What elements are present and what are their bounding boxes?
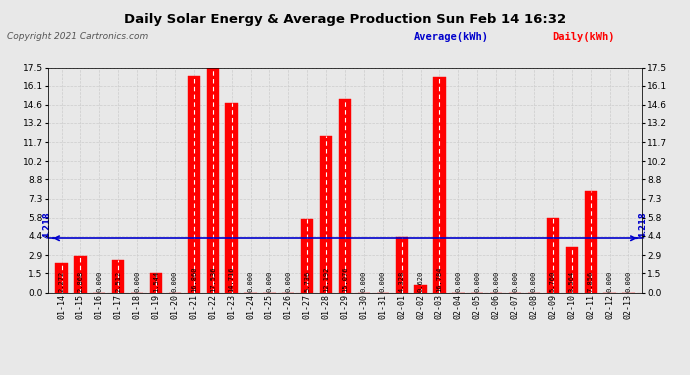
Text: 0.000: 0.000 [531, 270, 537, 292]
Text: 4.218: 4.218 [638, 211, 647, 238]
Text: 2.512: 2.512 [115, 270, 121, 292]
Text: 5.736: 5.736 [304, 270, 310, 292]
Text: 7.856: 7.856 [588, 270, 593, 292]
Bar [566, 247, 578, 292]
Text: 16.784: 16.784 [437, 266, 442, 292]
Text: 0.000: 0.000 [474, 270, 480, 292]
Text: 0.000: 0.000 [248, 270, 253, 292]
Text: 0.620: 0.620 [417, 270, 424, 292]
Text: 2.868: 2.868 [77, 270, 83, 292]
Text: Daily(kWh): Daily(kWh) [552, 32, 615, 42]
Bar [206, 67, 219, 292]
Bar [75, 256, 86, 292]
Text: 4.328: 4.328 [399, 270, 405, 292]
Text: 0.000: 0.000 [285, 270, 291, 292]
Bar [584, 192, 597, 292]
Text: 14.716: 14.716 [228, 266, 235, 292]
Bar [188, 76, 200, 292]
Text: 5.760: 5.760 [550, 270, 556, 292]
Text: 0.000: 0.000 [625, 270, 631, 292]
Text: 0.000: 0.000 [361, 270, 367, 292]
Bar [55, 263, 68, 292]
Bar [395, 237, 408, 292]
Bar [320, 136, 333, 292]
Bar [433, 77, 446, 292]
Bar [546, 219, 559, 292]
Text: 1.544: 1.544 [153, 270, 159, 292]
Text: 0.000: 0.000 [266, 270, 273, 292]
Text: 4.218: 4.218 [43, 211, 52, 238]
Text: 2.272: 2.272 [59, 270, 65, 292]
Text: Copyright 2021 Cartronics.com: Copyright 2021 Cartronics.com [7, 32, 148, 41]
Text: 16.860: 16.860 [191, 266, 197, 292]
Bar [112, 260, 124, 292]
Text: 0.000: 0.000 [607, 270, 613, 292]
Text: 3.564: 3.564 [569, 270, 575, 292]
Bar [339, 99, 351, 292]
Text: 0.000: 0.000 [97, 270, 102, 292]
Text: 0.000: 0.000 [455, 270, 462, 292]
Text: 0.000: 0.000 [380, 270, 386, 292]
Text: 0.000: 0.000 [134, 270, 140, 292]
Bar [415, 285, 426, 292]
Text: 0.000: 0.000 [512, 270, 518, 292]
Bar [301, 219, 313, 292]
Bar [226, 103, 238, 292]
Text: 15.076: 15.076 [342, 266, 348, 292]
Bar [150, 273, 162, 292]
Text: 0.000: 0.000 [172, 270, 178, 292]
Text: Daily Solar Energy & Average Production Sun Feb 14 16:32: Daily Solar Energy & Average Production … [124, 13, 566, 26]
Text: 12.192: 12.192 [323, 266, 329, 292]
Text: 17.536: 17.536 [210, 266, 216, 292]
Text: 0.000: 0.000 [493, 270, 499, 292]
Text: Average(kWh): Average(kWh) [414, 32, 489, 42]
